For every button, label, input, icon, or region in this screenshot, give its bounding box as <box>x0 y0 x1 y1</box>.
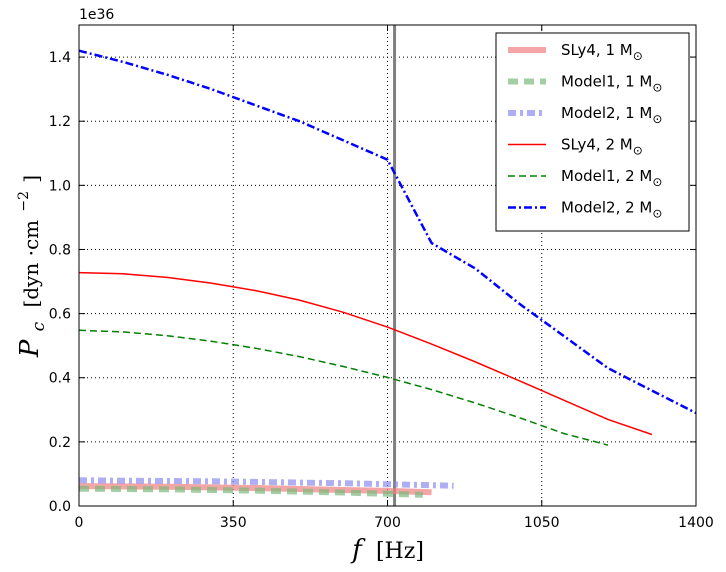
series-line-3 <box>78 477 454 489</box>
y-axis-var: P <box>15 339 45 358</box>
legend-label: Model2, 1 M⊙ <box>561 104 662 126</box>
y-tick-label: 1.4 <box>49 50 71 66</box>
legend-label: Model2, 2 M⊙ <box>561 199 662 221</box>
x-ticks: 0 350 700 1050 1400 <box>75 25 714 531</box>
x-tick-label: 700 <box>374 515 401 531</box>
y-tick-label: 1.0 <box>49 178 71 194</box>
x-tick-label: 350 <box>220 515 247 531</box>
y-axis-unit-open: [dyn ·cm <box>19 220 43 308</box>
x-tick-label: 1400 <box>678 515 714 531</box>
legend-box <box>495 32 690 232</box>
y-tick-label: 0.4 <box>49 371 71 387</box>
series-line-4 <box>78 271 653 436</box>
y-scale-label: 1e36 <box>79 7 114 23</box>
y-tick-label: 0.8 <box>49 242 71 258</box>
series-line-5 <box>78 329 609 446</box>
y-axis-unit-close: ] <box>19 175 43 183</box>
x-tick-label: 0 <box>75 515 84 531</box>
y-axis-sub: c <box>29 321 49 331</box>
legend: SLy4, 1 M⊙ Model1, 1 M⊙ Model2, 1 M⊙ SLy4, … <box>495 32 690 232</box>
y-tick-label: 0.2 <box>49 435 71 451</box>
series-line-2 <box>78 485 423 498</box>
y-ticks: 0.0 0.2 0.4 0.6 0.8 1.0 1.2 1.4 <box>49 50 696 515</box>
y-axis-label: P c [dyn ·cm −2 ] <box>5 175 51 358</box>
y-tick-label: 1.2 <box>49 114 71 130</box>
legend-label: Model1, 1 M⊙ <box>561 73 662 95</box>
legend-label: Model1, 2 M⊙ <box>561 167 662 189</box>
x-axis-var: f <box>350 535 366 565</box>
x-axis-label: f [Hz] <box>350 535 424 565</box>
x-tick-label: 1050 <box>524 515 560 531</box>
legend-label: SLy4, 2 M⊙ <box>561 136 643 158</box>
legend-label: SLy4, 1 M⊙ <box>561 41 643 63</box>
y-tick-label: 0.0 <box>49 499 71 515</box>
series-layer <box>78 49 697 498</box>
y-tick-label: 0.6 <box>49 307 71 323</box>
x-axis-unit: [Hz] <box>376 539 424 564</box>
y-axis-unit-exp: −2 <box>16 191 32 212</box>
series-line-6 <box>78 49 697 415</box>
